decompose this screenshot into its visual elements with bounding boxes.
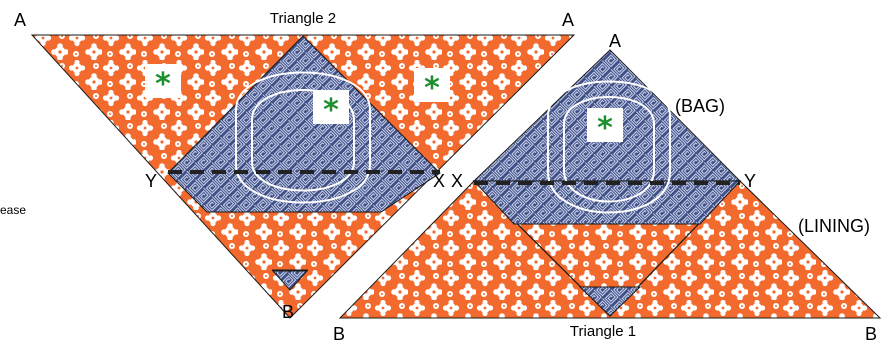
triangle-1-title: Triangle 1 [570, 323, 636, 340]
triangle-1-top-label: A [609, 31, 621, 51]
triangle-2-bottom-label: B [282, 302, 294, 322]
triangle-1-crease-left-label: X [451, 171, 463, 191]
triangle-2-bottom-tip [271, 270, 309, 291]
svg-text:*: * [597, 111, 613, 146]
triangle-2-crease-left-label: Y [145, 171, 157, 191]
triangle-1-handle-outline [547, 80, 671, 214]
triangle-2-handle-outline [235, 71, 371, 204]
triangle-1-crease-right-label: Y [744, 171, 756, 191]
svg-text:*: * [424, 71, 440, 106]
lining-label: (LINING) [798, 216, 870, 236]
triangle-1-corner-right-label: B [865, 324, 877, 343]
star-marker-3: * [313, 90, 349, 128]
triangle-1-blue-band [472, 180, 742, 225]
triangle-1-corner-left-label: B [333, 324, 345, 343]
triangle-1-bottom-tip [578, 286, 642, 317]
svg-text:*: * [323, 93, 339, 128]
triangle-2-corner-right-label: A [562, 10, 574, 30]
triangle-2 [30, 34, 576, 319]
star-marker-2: * [414, 68, 450, 106]
triangle-2-title: Triangle 2 [270, 10, 336, 27]
svg-text:*: * [155, 67, 171, 102]
side-note-text: ease [0, 203, 26, 217]
star-marker-1: * [145, 64, 181, 102]
star-marker-4: * [587, 108, 623, 146]
bag-label: (BAG) [675, 96, 725, 116]
triangle-2-corner-left-label: A [14, 10, 26, 30]
triangle-2-crease-right-label: X [433, 171, 445, 191]
